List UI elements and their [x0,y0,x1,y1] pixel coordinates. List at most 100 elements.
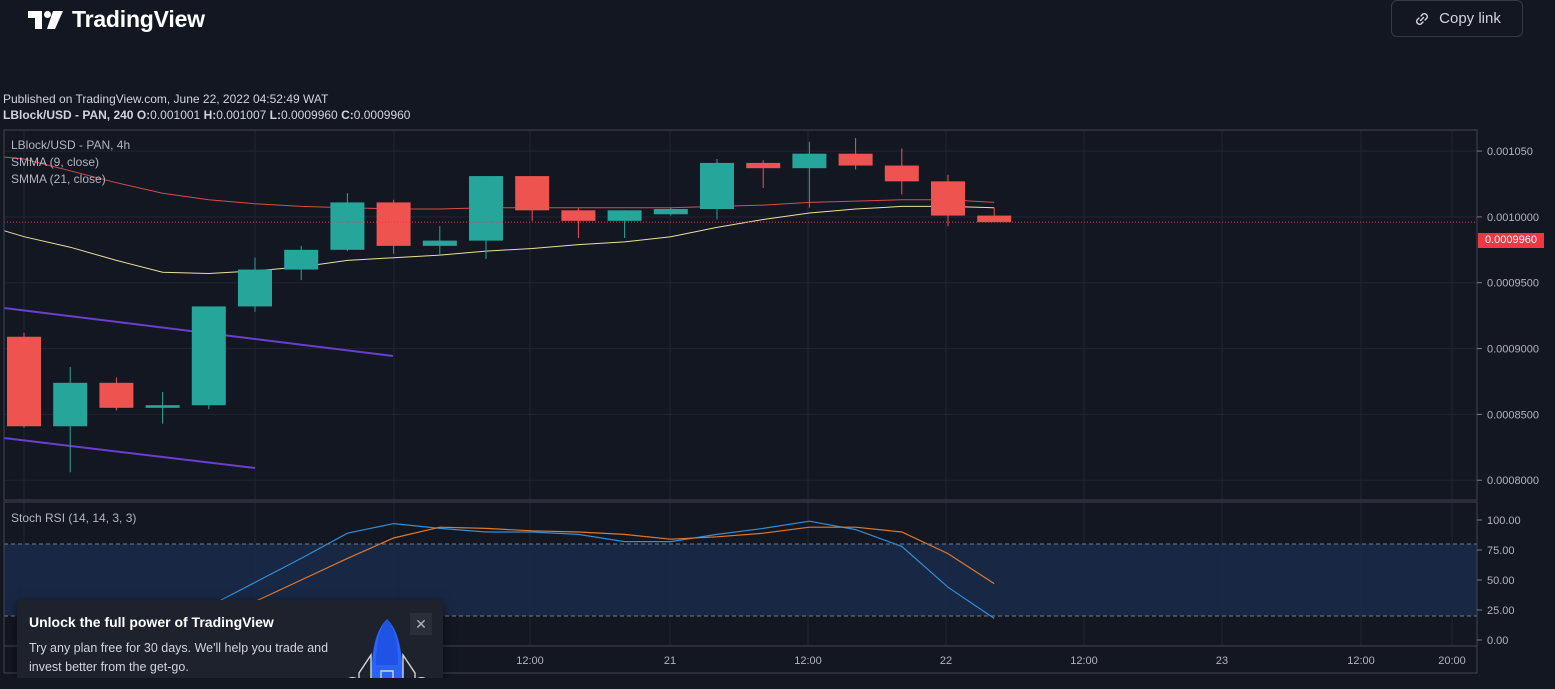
tradingview-logo-icon [28,10,63,29]
promo-title: Unlock the full power of TradingView [29,614,274,630]
stoch-axis-label: 100.00 [1487,515,1521,527]
last-price-tag: 0.0009960 [1478,233,1544,248]
candle[interactable] [145,392,180,424]
candle-body [145,405,180,408]
candle[interactable] [653,207,688,216]
stoch-axis-label: 75.00 [1487,545,1515,557]
close-label: C: [341,108,354,122]
stoch-axis-label: 0.00 [1487,635,1508,647]
stoch-rsi-legend[interactable]: Stoch RSI (14, 14, 3, 3) [11,511,137,525]
rocket-icon [342,619,432,689]
stoch-axis-label: 25.00 [1487,605,1515,617]
candle-body [376,202,411,246]
price-axis-label: 0.0009000 [1487,344,1539,356]
candle[interactable] [53,367,88,473]
candle-body [838,153,873,166]
candle-body [284,249,319,270]
grid-lines [4,130,1477,646]
candle[interactable] [284,245,319,281]
high-value: 0.001007 [216,108,267,122]
candle-body [931,181,965,216]
candle-body [515,176,550,211]
close-icon[interactable]: ✕ [410,613,432,635]
candle[interactable] [376,199,411,254]
chart-area[interactable]: 0.001050 0.0010000 0.0009500 0.0009000 0.000… [0,128,1555,678]
candles[interactable] [7,137,1012,473]
stoch-axis-label: 50.00 [1487,575,1515,587]
candle[interactable] [330,193,365,252]
candle-body [238,269,272,307]
candle[interactable] [700,158,734,220]
time-axis-label: 12:00 [516,655,544,667]
price-axis-label: 0.0008500 [1487,409,1539,421]
price-axis-label: 0.0009500 [1487,278,1539,290]
candle-body [653,209,688,215]
candle-body [469,176,503,241]
low-label: L: [269,108,281,122]
candle-body [561,210,596,221]
stoch-k-line [208,520,995,619]
candle-body [422,240,457,246]
top-bar: TradingView Copy link [0,0,1555,40]
candle[interactable] [422,226,457,256]
candle[interactable] [792,141,827,208]
copy-link-label: Copy link [1439,10,1501,27]
candle-body [607,210,642,221]
time-axis-label: 21 [664,655,676,667]
high-label: H: [203,108,217,122]
tradingview-logo[interactable]: TradingView [28,6,205,33]
time-axis-label: 12:00 [1070,655,1098,667]
channel-lower-line [3,437,256,469]
price-axis-label: 0.001050 [1487,146,1533,158]
candle-body [330,202,365,250]
price-axis-label: 0.0010000 [1487,212,1539,224]
close-value: 0.0009960 [353,108,411,122]
copy-link-button[interactable]: Copy link [1391,0,1523,37]
time-axis-label: 23 [1216,655,1228,667]
candle[interactable] [515,176,550,221]
price-axis-label: 0.0008000 [1487,475,1539,487]
time-axis-label: 20:00 [1438,655,1466,667]
candle-body [99,382,134,408]
candle-body [884,165,919,182]
candle-body [7,336,41,427]
candle[interactable] [838,137,873,170]
candle[interactable] [469,176,503,260]
candle[interactable] [7,332,41,428]
candle[interactable] [931,174,965,227]
open-label: O: [136,108,151,122]
candle[interactable] [746,160,781,188]
candle-body [977,215,1012,223]
main-pane-frame [3,129,1478,501]
time-axis-label: 12:00 [1347,655,1375,667]
open-value: 0.001001 [150,108,201,122]
symbol-legend[interactable]: LBlock/USD - PAN, 4h [11,138,131,152]
candle[interactable] [99,377,134,411]
promo-body: Try any plan free for 30 days. We'll hel… [29,641,329,674]
bottom-strip [0,678,1555,689]
axis-labels: 0.0010500.00100000.00095000.00090000.000… [516,146,1539,667]
chart-canvas[interactable]: 0.0010500.00100000.00095000.00090000.000… [0,128,1555,678]
candle-body [191,306,226,406]
candle[interactable] [607,210,642,238]
smma-slow-legend[interactable]: SMMA (21, close) [11,172,106,186]
symbol-interval: LBlock/USD - PAN, 240 [3,108,134,122]
low-value: 0.0009960 [280,108,338,122]
candle-body [792,153,827,169]
candle[interactable] [977,207,1012,223]
candle-body [746,162,781,169]
stoch-pane-frame [3,501,1478,647]
stoch-d-line [208,526,995,617]
candle[interactable] [191,306,226,410]
published-info: Published on TradingView.com, June 22, 2… [3,92,329,106]
smma-fast-legend[interactable]: SMMA (9, close) [11,155,100,169]
brand-name: TradingView [72,6,205,32]
candle[interactable] [884,148,919,195]
time-axis-label: 12:00 [794,655,822,667]
candle[interactable] [561,207,596,238]
promo-popup: Unlock the full power of TradingView Try… [17,600,443,689]
candle[interactable] [238,257,272,312]
candle-body [700,162,734,210]
candle-body [53,382,88,427]
link-icon [1416,12,1429,25]
